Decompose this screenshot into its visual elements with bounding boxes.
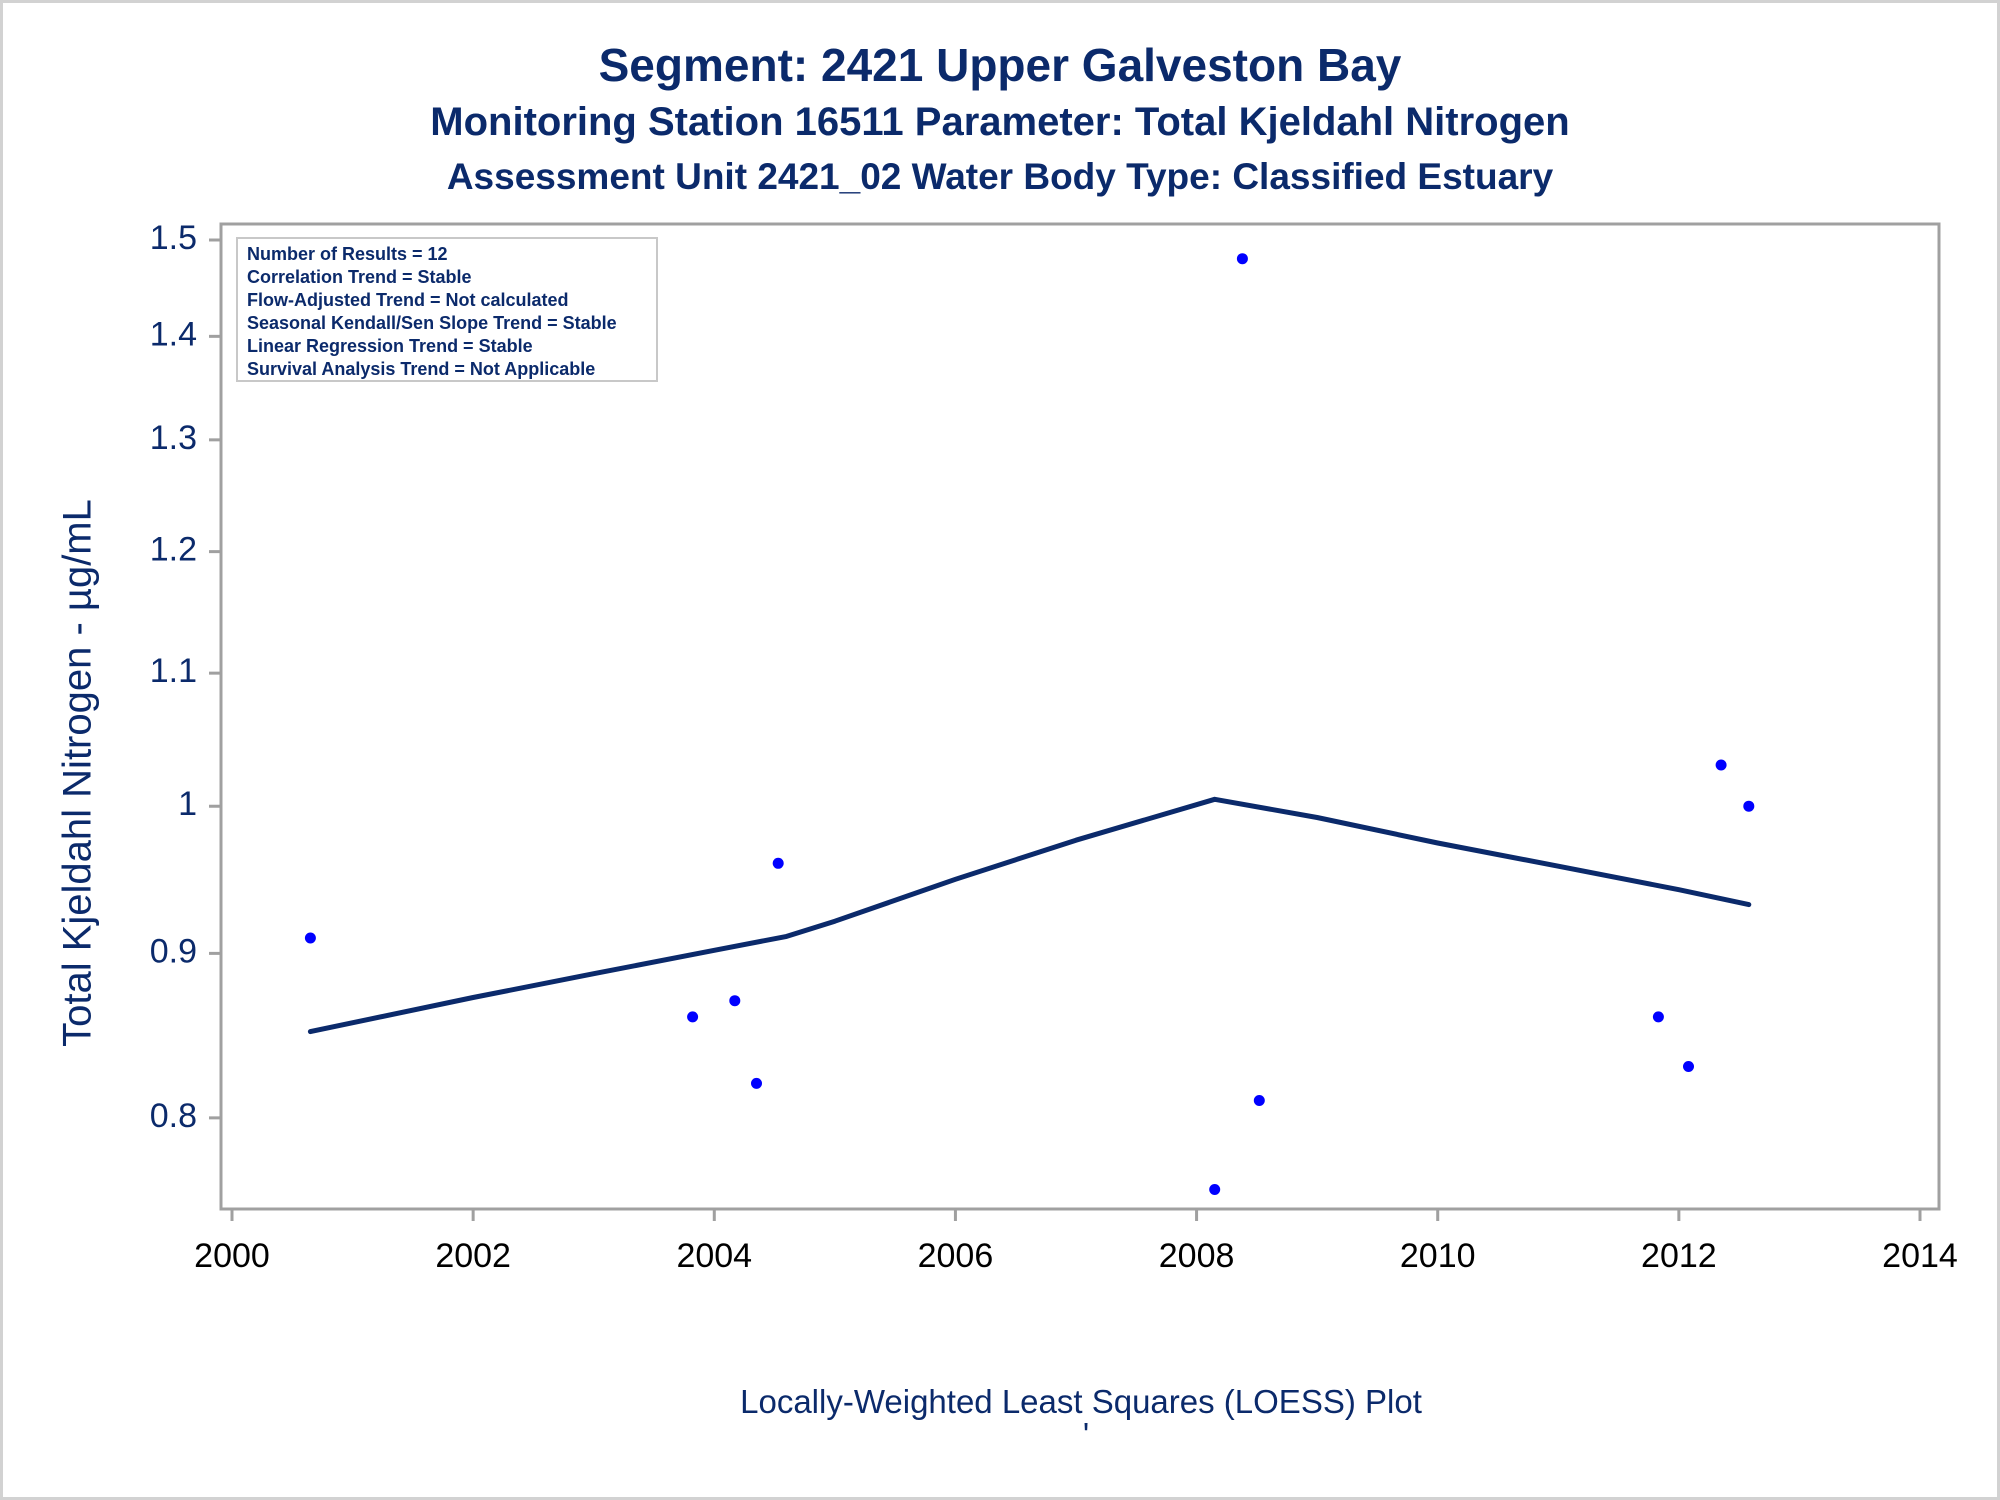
plot-area [219,222,1941,1211]
x-tick-label: 2012 [1641,1237,1717,1275]
y-tick-label: 1 [178,785,197,823]
x-tick-label: 2000 [194,1237,270,1275]
data-point [1236,253,1248,265]
inset-line: Linear Regression Trend = Stable [247,336,533,356]
trend-summary-inset: Number of Results = 12 Correlation Trend … [236,237,658,382]
x-tick-label: 2008 [1159,1237,1235,1275]
y-tick-label: 1.1 [150,652,197,690]
inset-line: Flow-Adjusted Trend = Not calculated [247,290,569,310]
data-point [1715,759,1727,771]
x-tick-label: 2004 [676,1237,752,1275]
inset-line: Seasonal Kendall/Sen Slope Trend = Stabl… [247,313,617,333]
y-axis-label: Total Kjeldahl Nitrogen - µg/mL [56,499,100,1047]
chart-subtitle: Monitoring Station 16511 Parameter: Tota… [430,100,1570,144]
x-tick-label: 2010 [1400,1237,1476,1275]
x-tick-label: 2014 [1882,1237,1958,1275]
data-points [304,253,1755,1195]
y-tick-label: 1.4 [150,315,197,353]
data-point [1209,1184,1221,1195]
x-axis: 2000 2002 2004 2006 2008 2010 2012 2014 [194,1209,1958,1275]
data-point [1652,1011,1664,1023]
data-point [304,932,316,944]
inset-line: Number of Results = 12 [247,244,448,264]
chart-title: Segment: 2421 Upper Galveston Bay [598,39,1402,91]
inset-border [236,237,658,382]
x-tick-label: 2006 [918,1237,994,1275]
inset-line: Correlation Trend = Stable [247,267,472,287]
loess-curve [307,796,1752,1035]
y-tick-label: 0.9 [150,932,197,970]
inset-line: Survival Analysis Trend = Not Applicable [247,359,595,379]
y-tick-label: 1.2 [150,531,197,569]
data-point [772,857,784,869]
x-tick-label: 2002 [435,1237,511,1275]
x-axis-label: Locally-Weighted Least Squares (LOESS) P… [740,1383,1422,1420]
data-point [729,995,741,1007]
data-point [687,1011,699,1023]
footnote: ' [1083,1416,1089,1453]
data-point [1683,1061,1694,1072]
y-tick-label: 1.3 [150,419,197,457]
data-point [1253,1095,1265,1106]
data-point [1743,800,1755,812]
chart-subtitle-2: Assessment Unit 2421_02 Water Body Type:… [446,156,1554,197]
y-axis: 0.8 0.9 1 1.1 1.2 1.3 1.4 1.5 [150,219,221,1135]
y-tick-label: 0.8 [150,1097,197,1135]
data-point [751,1077,762,1089]
y-tick-label: 1.5 [150,219,197,257]
